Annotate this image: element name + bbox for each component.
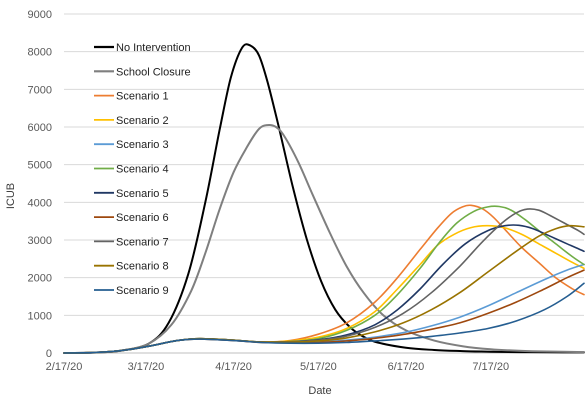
x-tick-label: 7/17/20 — [472, 361, 509, 373]
x-axis-title: Date — [308, 385, 331, 397]
x-tick-label: 6/17/20 — [388, 361, 425, 373]
y-tick-label: 1000 — [28, 310, 52, 322]
y-tick-label: 9000 — [28, 9, 52, 21]
x-axis-tick-labels: 2/17/20 3/17/20 4/17/20 5/17/20 6/17/20 7/17/… — [46, 361, 509, 373]
legend-label: Scenario 8 — [116, 261, 169, 273]
y-tick-label: 4000 — [28, 197, 52, 209]
series-line-2 — [63, 124, 585, 354]
legend-label: No Intervention — [116, 42, 191, 54]
x-tick-label: 3/17/20 — [128, 361, 165, 373]
legend-label: School Closure — [116, 66, 191, 78]
legend-label: Scenario 9 — [116, 285, 169, 297]
y-tick-label: 8000 — [28, 47, 52, 59]
legend-label: Scenario 5 — [116, 188, 169, 200]
legend-label: Scenario 2 — [116, 115, 169, 127]
legend: No Intervention School Closure Scenario 1 S… — [94, 42, 191, 297]
legend-label: Scenario 3 — [116, 139, 169, 151]
legend-label: Scenario 6 — [116, 212, 169, 224]
y-tick-label: 7000 — [28, 84, 52, 96]
series-lines — [63, 43, 585, 354]
x-tick-label: 2/17/20 — [46, 361, 83, 373]
y-axis-tick-labels: 0 1000 2000 3000 4000 5000 6000 7000 8000 9000 — [28, 9, 52, 360]
series-line-1 — [63, 43, 585, 354]
y-tick-label: 2000 — [28, 273, 52, 285]
y-tick-label: 5000 — [28, 160, 52, 172]
legend-label: Scenario 1 — [116, 91, 169, 103]
series-line-11 — [63, 282, 585, 354]
grid-lines — [64, 13, 584, 316]
legend-label: Scenario 7 — [116, 236, 169, 248]
y-tick-label: 3000 — [28, 235, 52, 247]
x-tick-label: 4/17/20 — [215, 361, 252, 373]
y-tick-label: 6000 — [28, 122, 52, 134]
y-tick-label: 0 — [46, 348, 52, 360]
x-tick-label: 5/17/20 — [300, 361, 337, 373]
legend-label: Scenario 4 — [116, 164, 169, 176]
y-axis-title: ICUB — [5, 183, 17, 209]
